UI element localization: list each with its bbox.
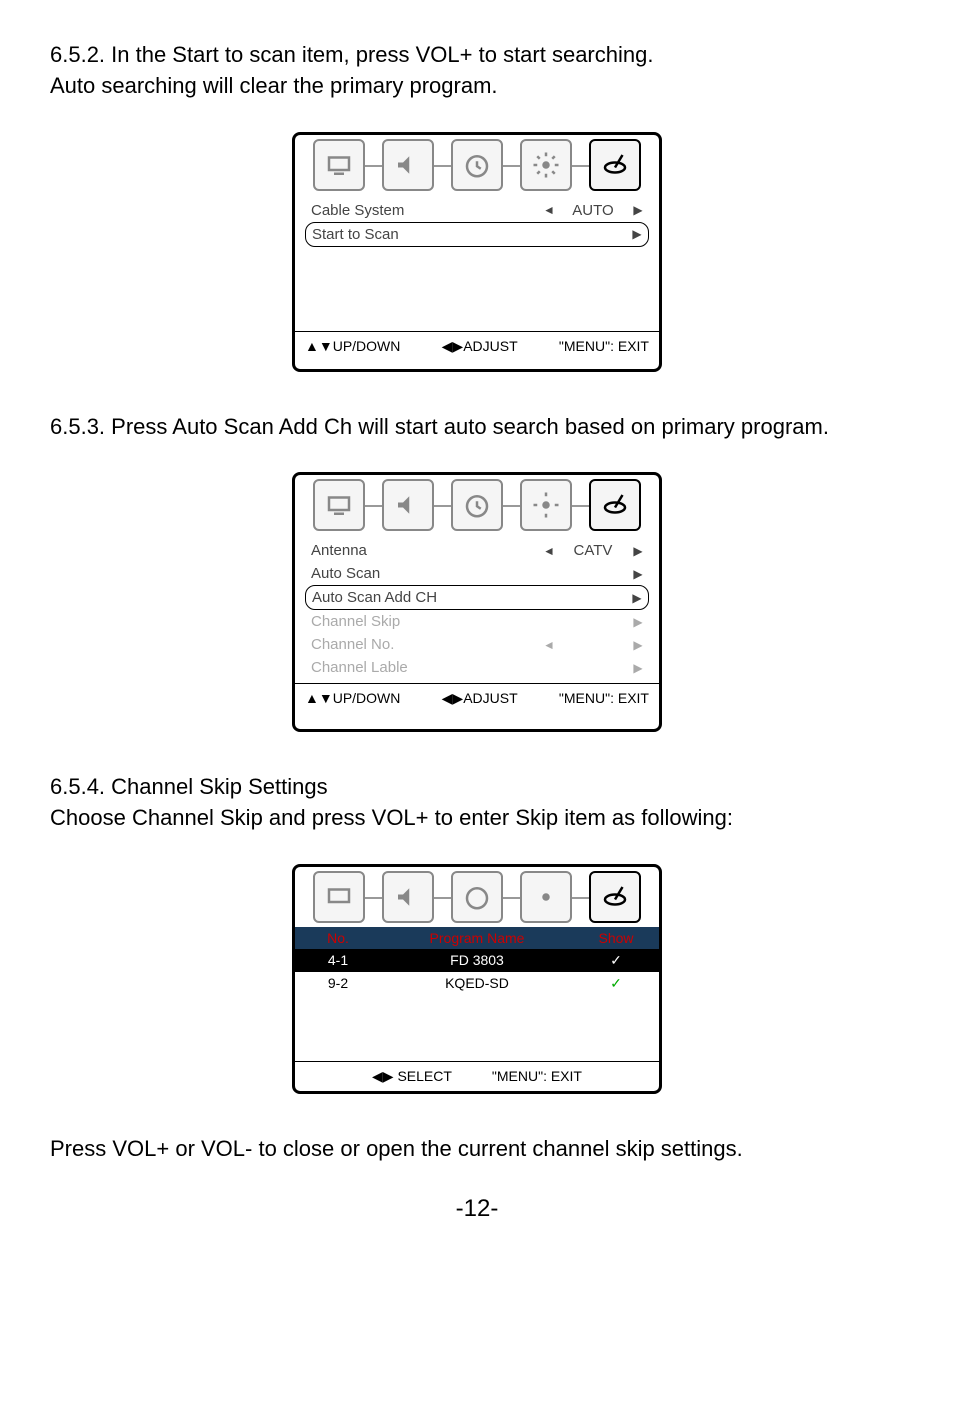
menu2-content: Antenna◄CATV▶Auto Scan▶Auto Scan Add CH▶… [295, 535, 659, 683]
tab-bar [295, 867, 659, 927]
label: Auto Scan [311, 565, 543, 582]
tab-tuner-icon [589, 139, 641, 191]
arrow-right: ▶ [633, 638, 643, 652]
arrow-left: ◄ [543, 203, 553, 217]
arrow-right: ▶ [633, 567, 643, 581]
tab-bar [295, 475, 659, 535]
col-show: ✓ [581, 952, 651, 969]
arrow-left: ◄ [543, 544, 553, 558]
arrow-left: ◄ [543, 638, 553, 652]
menu2-footer: ▲▼UP/DOWN ◀▶ADJUST "MENU": EXIT [295, 683, 659, 713]
label: Antenna [311, 542, 543, 559]
tab-tuner-icon [589, 479, 641, 531]
arrow-right: ▶ [633, 544, 643, 558]
skip-header: No. Program Name Show [295, 927, 659, 949]
footer-exit: "MENU": EXIT [559, 338, 649, 355]
tab-settings-icon [520, 139, 572, 191]
value: AUTO [553, 202, 633, 219]
footer-select: ◀▶ SELECT [372, 1068, 452, 1085]
menu-row: Auto Scan Add CH ▶ [305, 585, 649, 610]
menu-row: Antenna◄CATV▶ [305, 539, 649, 562]
menu-row: Auto Scan ▶ [305, 562, 649, 585]
arrow-right: ▶ [632, 591, 642, 605]
skip-table: No. Program Name Show 4-1FD 3803✓9-2KQED… [295, 927, 659, 995]
footer-adjust: ◀▶ADJUST [442, 690, 518, 707]
arrow-right: ▶ [633, 203, 643, 217]
page-number: -12- [50, 1195, 904, 1223]
skip-row: 9-2KQED-SD✓ [295, 972, 659, 995]
tab-picture-icon [313, 871, 365, 923]
col-no: 4-1 [303, 952, 373, 969]
menu-row: Channel No.◄ ▶ [305, 633, 649, 656]
hdr-no: No. [303, 930, 373, 946]
tab-tuner-icon [589, 871, 641, 923]
menu-auto-scan: Antenna◄CATV▶Auto Scan▶Auto Scan Add CH▶… [292, 472, 662, 732]
arrow-right: ▶ [632, 227, 642, 241]
row-start-to-scan: Start to Scan ▶ [305, 222, 649, 247]
title: 6.5.4. Channel Skip Settings [50, 774, 328, 799]
footer-exit: "MENU": EXIT [492, 1068, 582, 1085]
label: Channel Skip [311, 613, 543, 630]
section-652-text: 6.5.2. In the Start to scan item, press … [50, 40, 904, 102]
col-show: ✓ [581, 975, 651, 992]
label: Channel Lable [311, 659, 543, 676]
footer-updown: ▲▼UP/DOWN [305, 338, 400, 355]
tab-audio-icon [382, 871, 434, 923]
skip-row: 4-1FD 3803✓ [295, 949, 659, 972]
label: Auto Scan Add CH [312, 589, 542, 606]
line1: 6.5.2. In the Start to scan item, press … [50, 42, 653, 67]
menu1-content: Cable System ◄ AUTO ▶ Start to Scan ▶ [295, 195, 659, 251]
label: Cable System [311, 202, 543, 219]
menu-cable-system: Cable System ◄ AUTO ▶ Start to Scan ▶ ▲▼… [292, 132, 662, 372]
tab-timer-icon [451, 139, 503, 191]
tab-timer-icon [451, 479, 503, 531]
tab-bar [295, 135, 659, 195]
footer-adjust: ◀▶ADJUST [442, 338, 518, 355]
label: Start to Scan [312, 226, 632, 243]
menu-row: Channel Lable ▶ [305, 656, 649, 679]
text: Choose Channel Skip and press VOL+ to en… [50, 805, 733, 830]
tab-audio-icon [382, 139, 434, 191]
section-654: 6.5.4. Channel Skip Settings Choose Chan… [50, 772, 904, 834]
footer-text: Press VOL+ or VOL- to close or open the … [50, 1134, 904, 1165]
row-cable-system: Cable System ◄ AUTO ▶ [305, 199, 649, 222]
col-name: FD 3803 [373, 952, 581, 969]
tab-settings-icon [520, 871, 572, 923]
value: CATV [553, 542, 633, 559]
tab-settings-icon [520, 479, 572, 531]
text: 6.5.3. Press Auto Scan Add Ch will start… [50, 414, 829, 439]
col-no: 9-2 [303, 975, 373, 992]
menu1-footer: ▲▼UP/DOWN ◀▶ADJUST "MENU": EXIT [295, 331, 659, 361]
footer-updown: ▲▼UP/DOWN [305, 690, 400, 707]
col-name: KQED-SD [373, 975, 581, 992]
arrow-right: ▶ [633, 661, 643, 675]
line2: Auto searching will clear the primary pr… [50, 73, 498, 98]
label: Channel No. [311, 636, 543, 653]
tab-timer-icon [451, 871, 503, 923]
menu-channel-skip: No. Program Name Show 4-1FD 3803✓9-2KQED… [292, 864, 662, 1094]
tab-audio-icon [382, 479, 434, 531]
menu3-footer: ◀▶ SELECT "MENU": EXIT [295, 1061, 659, 1091]
footer-exit: "MENU": EXIT [559, 690, 649, 707]
section-653-text: 6.5.3. Press Auto Scan Add Ch will start… [50, 412, 904, 443]
menu-row: Channel Skip ▶ [305, 610, 649, 633]
arrow-right: ▶ [633, 615, 643, 629]
tab-picture-icon [313, 479, 365, 531]
hdr-show: Show [581, 930, 651, 946]
tab-picture-icon [313, 139, 365, 191]
hdr-name: Program Name [373, 930, 581, 946]
